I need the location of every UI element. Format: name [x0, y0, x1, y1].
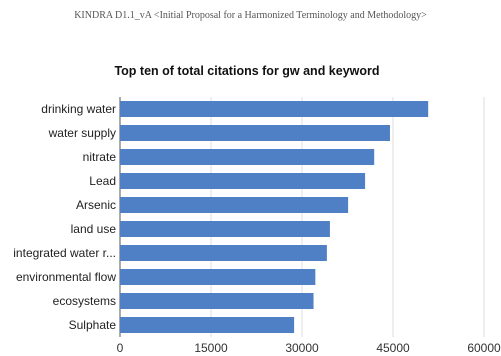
x-tick-labels: 0 15000 30000 45000 60000 [117, 341, 501, 355]
category-label: land use [71, 222, 117, 236]
x-tick-label: 0 [117, 341, 124, 355]
category-label: drinking water [41, 102, 116, 116]
category-label: integrated water r... [13, 246, 116, 260]
category-label: Arsenic [76, 198, 116, 212]
bar [120, 293, 314, 309]
page-header: KINDRA D1.1_vA <Initial Proposal for a H… [74, 10, 427, 21]
x-tick-label: 45000 [376, 341, 410, 355]
bar [120, 317, 295, 333]
bars [120, 101, 429, 333]
bar [120, 173, 366, 189]
bar [120, 245, 327, 261]
category-label: water supply [48, 126, 116, 140]
x-tick-label: 15000 [194, 341, 228, 355]
chart-title: Top ten of total citations for gw and ke… [114, 64, 379, 78]
category-label: environmental flow [16, 270, 116, 284]
category-label: Sulphate [69, 318, 117, 332]
category-label: Lead [89, 174, 116, 188]
bar [120, 125, 390, 141]
bar [120, 269, 316, 285]
category-label: nitrate [83, 150, 117, 164]
bar [120, 101, 429, 117]
category-label: ecosystems [53, 294, 116, 308]
x-tick-label: 30000 [285, 341, 319, 355]
category-labels: drinking water water supply nitrate Lead Ars… [13, 102, 116, 332]
bar [120, 221, 330, 237]
bar [120, 197, 349, 213]
bar [120, 149, 375, 165]
x-tick-label: 60000 [467, 341, 501, 355]
